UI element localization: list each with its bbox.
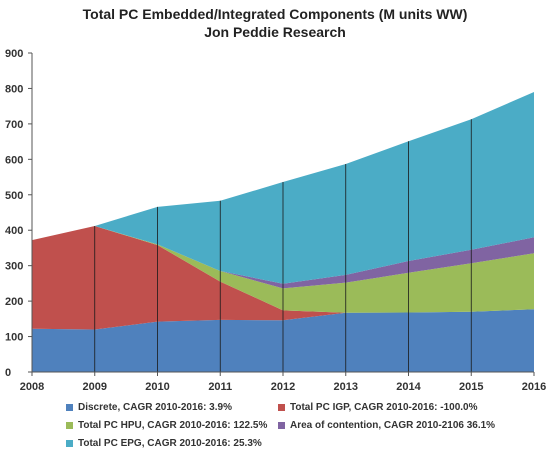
legend-label: Total PC IGP, CAGR 2010-2016: -100.0% (290, 402, 478, 413)
legend-swatch (66, 404, 73, 411)
x-tick-label: 2015 (459, 381, 483, 393)
y-tick-label: 700 (5, 119, 23, 131)
x-tick-label: 2014 (396, 381, 421, 393)
legend-swatch (278, 422, 285, 429)
y-tick-label: 300 (5, 261, 23, 273)
y-tick-label: 100 (5, 332, 23, 344)
x-tick-label: 2013 (334, 381, 358, 393)
x-tick-label: 2016 (522, 381, 546, 393)
legend-item-epg: Total PC EPG, CAGR 2010-2016: 25.3% (66, 438, 262, 449)
legend-swatch (66, 422, 73, 429)
chart-title: Total PC Embedded/Integrated Components … (82, 6, 468, 22)
y-tick-label: 600 (5, 154, 23, 166)
y-tick-label: 200 (5, 296, 23, 308)
x-tick-label: 2011 (208, 381, 232, 393)
x-tick-label: 2009 (83, 381, 107, 393)
legend-label: Total PC EPG, CAGR 2010-2016: 25.3% (78, 438, 262, 449)
y-tick-label: 400 (5, 225, 23, 237)
legend-label: Area of contention, CAGR 2010-2106 36.1% (290, 420, 496, 431)
y-tick-label: 900 (5, 48, 23, 60)
legend-label: Total PC HPU, CAGR 2010-2016: 122.5% (78, 420, 268, 431)
legend-item-contention: Area of contention, CAGR 2010-2106 36.1% (278, 420, 495, 431)
chart-subtitle: Jon Peddie Research (204, 24, 346, 40)
y-tick-label: 500 (5, 190, 23, 202)
legend-swatch (66, 440, 73, 447)
legend-swatch (278, 404, 285, 411)
legend-item-hpu: Total PC HPU, CAGR 2010-2016: 122.5% (66, 420, 267, 431)
legend-item-discrete: Discrete, CAGR 2010-2016: 3.9% (66, 402, 232, 413)
legend-item-igp: Total PC IGP, CAGR 2010-2016: -100.0% (278, 402, 478, 413)
chart-title-block: Total PC Embedded/Integrated Components … (0, 5, 550, 41)
y-tick-label: 800 (5, 83, 23, 95)
legend-label: Discrete, CAGR 2010-2016: 3.9% (78, 402, 232, 413)
y-tick-label: 0 (5, 367, 11, 379)
x-tick-label: 2008 (20, 381, 44, 393)
x-tick-label: 2010 (145, 381, 169, 393)
x-tick-label: 2012 (271, 381, 295, 393)
